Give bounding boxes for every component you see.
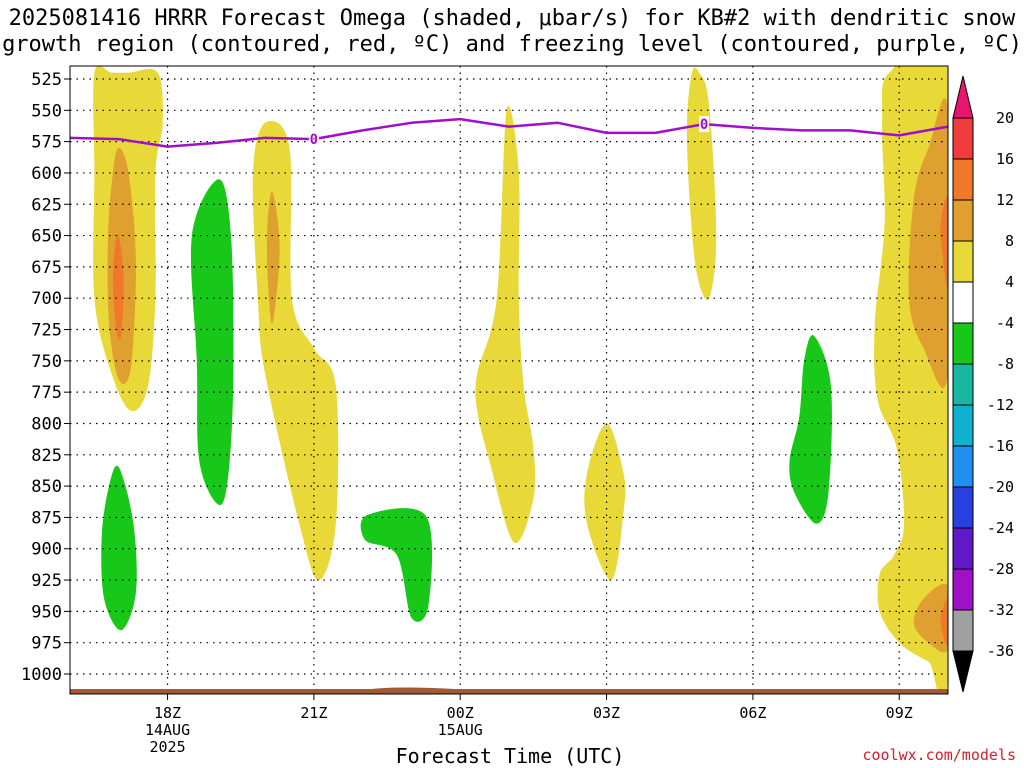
- omega-region-6: [266, 191, 280, 324]
- y-tick-label: 1000: [21, 665, 62, 685]
- x-tick-label: 00Z: [447, 704, 474, 722]
- colorbar-label: -16: [987, 437, 1014, 455]
- colorbar-cell: [952, 322, 974, 365]
- y-tick-label: 800: [31, 414, 62, 434]
- colorbar-cell: [952, 199, 974, 242]
- omega-region-2: [112, 234, 124, 340]
- colorbar-cell: [952, 240, 974, 283]
- contour-label-bg: [699, 116, 710, 133]
- chart-title-line-2: growth region (contoured, red, ºC) and f…: [2, 32, 1022, 57]
- source-credit[interactable]: coolwx.com/models: [862, 746, 1016, 764]
- colorbar-label: 20: [996, 109, 1014, 127]
- omega-region-3: [101, 465, 137, 631]
- chart-title: 2025081416 HRRR Forecast Omega (shaded, …: [0, 6, 1024, 58]
- grid-layer: [70, 66, 948, 694]
- colorbar-cell: [952, 568, 974, 611]
- plot-frame: [69, 65, 949, 695]
- y-tick-label: 625: [31, 195, 62, 215]
- terrain-bump: [372, 687, 455, 689]
- y-tick-label: 550: [31, 101, 62, 121]
- y-axis: 525 550 575 600 625 650 675 700 725 750 775 800 825 8…: [21, 70, 70, 685]
- colorbar-label: -8: [996, 355, 1014, 373]
- omega-region-14: [913, 583, 948, 653]
- freezing-level-label: 0: [310, 132, 318, 148]
- freezing-level-layer: 00: [69, 116, 949, 148]
- x-tick-label: 21Z: [300, 704, 327, 722]
- x-tick-date: 15AUG: [438, 721, 483, 739]
- colorbar-label: 12: [996, 191, 1014, 209]
- omega-region-16: [940, 598, 948, 645]
- y-tick-label: 775: [31, 383, 62, 403]
- terrain-band: [70, 689, 948, 694]
- colorbar-cell: [952, 281, 974, 324]
- y-tick-label: 600: [31, 164, 62, 184]
- x-tick-label: 03Z: [593, 704, 620, 722]
- colorbar-cell: [952, 445, 974, 488]
- colorbar-label: -24: [987, 519, 1014, 537]
- colorbar-cell: [952, 404, 974, 447]
- y-tick-label: 875: [31, 508, 62, 528]
- terrain-layer: [70, 687, 948, 694]
- omega-region-9: [584, 423, 626, 581]
- x-tick-year: 2025: [149, 738, 185, 756]
- y-tick-label: 850: [31, 477, 62, 497]
- omega-shading-layer: [93, 66, 948, 694]
- x-tick-date: 14AUG: [145, 721, 190, 739]
- colorbar-label: 16: [996, 150, 1014, 168]
- colorbar-cell: [952, 486, 974, 529]
- omega-region-8: [475, 105, 536, 544]
- x-tick-label: 18Z: [154, 704, 181, 722]
- y-tick-label: 925: [31, 571, 62, 591]
- colorbar-label: -4: [996, 314, 1014, 332]
- colorbar-bottom-arrow: [952, 650, 974, 693]
- y-tick-label: 900: [31, 540, 62, 560]
- colorbar-label: 4: [1005, 273, 1014, 291]
- x-tick-label: 06Z: [739, 704, 766, 722]
- colorbar-label: -20: [987, 478, 1014, 496]
- omega-region-13: [908, 98, 948, 388]
- colorbar-cell: [952, 609, 974, 652]
- colorbar-label: -12: [987, 396, 1014, 414]
- omega-region-5: [252, 120, 339, 581]
- colorbar: 20 16 12 8 4 -4 -8 -12 -16 -20 -24 -28 -32 -36: [952, 75, 1014, 693]
- omega-region-7: [360, 508, 433, 622]
- omega-region-4: [190, 179, 234, 506]
- colorbar-top-arrow: [952, 75, 974, 119]
- colorbar-label: -32: [987, 601, 1014, 619]
- colorbar-cell: [952, 527, 974, 570]
- y-tick-label: 525: [31, 70, 62, 90]
- y-tick-label: 700: [31, 289, 62, 309]
- y-tick-label: 950: [31, 602, 62, 622]
- x-axis-title: Forecast Time (UTC): [395, 744, 625, 768]
- y-tick-label: 675: [31, 258, 62, 278]
- y-tick-label: 725: [31, 321, 62, 341]
- y-tick-label: 975: [31, 634, 62, 654]
- chart-title-line-1: 2025081416 HRRR Forecast Omega (shaded, …: [8, 6, 1016, 31]
- y-tick-label: 650: [31, 227, 62, 247]
- colorbar-cell: [952, 158, 974, 201]
- y-tick-label: 575: [31, 133, 62, 153]
- colorbar-label: -28: [987, 560, 1014, 578]
- y-tick-label: 750: [31, 352, 62, 372]
- omega-region-10: [686, 67, 717, 300]
- x-tick-label: 09Z: [886, 704, 913, 722]
- freezing-level-label: 0: [700, 117, 708, 133]
- y-tick-label: 825: [31, 446, 62, 466]
- contour-label-bg: [308, 131, 319, 148]
- colorbar-cell: [952, 363, 974, 406]
- colorbar-cell: [952, 117, 974, 160]
- omega-region-15: [940, 195, 948, 289]
- freezing-level-line: [69, 117, 949, 148]
- colorbar-label: -36: [987, 642, 1014, 660]
- omega-region-11: [789, 335, 832, 524]
- colorbar-label: 8: [1005, 232, 1014, 250]
